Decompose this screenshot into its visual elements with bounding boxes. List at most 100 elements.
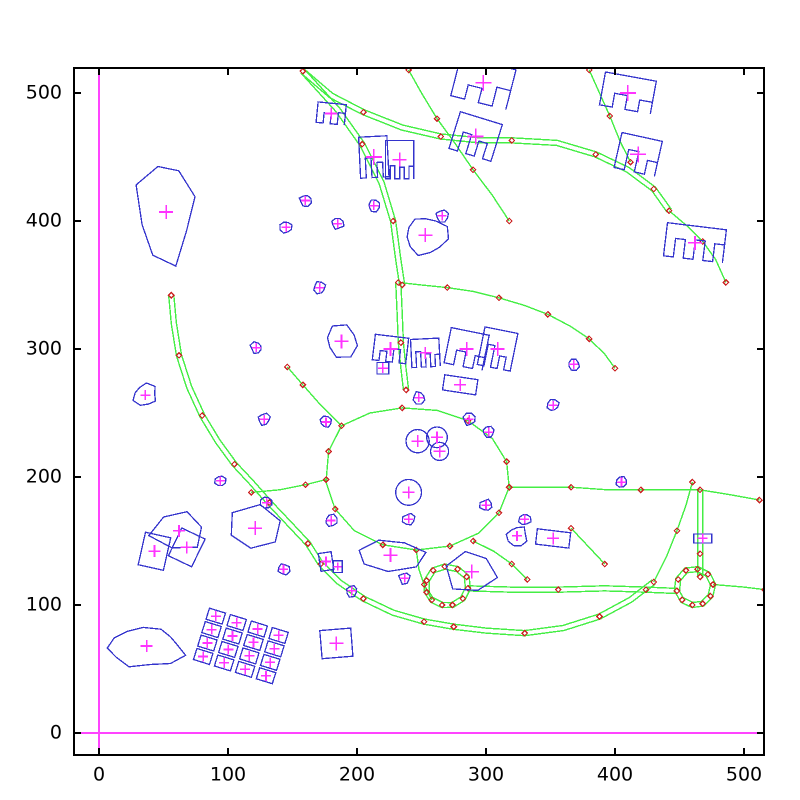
building-footprint: [357, 135, 390, 179]
road-node: [523, 575, 531, 583]
road-node: [448, 601, 457, 609]
building-footprint: [546, 398, 560, 412]
building-footprint: [412, 390, 426, 405]
road-node: [450, 623, 458, 631]
building-footprint: [332, 560, 343, 574]
road-node: [495, 509, 503, 517]
road-network-layer: [168, 69, 763, 637]
road-node: [650, 578, 658, 586]
road-node: [611, 364, 619, 372]
building-footprint: [401, 512, 416, 526]
road-node: [592, 150, 600, 158]
centroid-marker: [265, 657, 276, 668]
building-footprint: [313, 280, 327, 295]
road-node: [755, 496, 763, 504]
building-footprint: [409, 337, 441, 369]
y-tick-label: 100: [26, 594, 62, 616]
centroid-marker: [202, 638, 213, 649]
road-node: [595, 612, 604, 621]
road-node: [626, 158, 635, 166]
centroid-marker: [326, 516, 336, 526]
building-footprint: [384, 139, 415, 180]
building-footprint: [441, 374, 479, 396]
centroid-marker: [697, 533, 708, 544]
centroid-marker: [281, 222, 291, 232]
road-node: [688, 601, 696, 609]
road-centreline: [398, 281, 549, 316]
road-node: [704, 570, 712, 578]
centroid-marker: [334, 334, 349, 349]
axis-ticks: [74, 68, 764, 755]
centroid-marker: [223, 644, 234, 655]
centroid-marker: [252, 623, 263, 634]
building-footprint: [319, 627, 354, 660]
building-footprint: [479, 498, 493, 511]
building-footprint: [662, 221, 728, 263]
centroid-marker: [333, 219, 343, 229]
centroid-marker: [259, 414, 269, 424]
centroid-marker: [347, 586, 357, 596]
road-centreline: [673, 565, 717, 609]
building-footprint: [426, 426, 448, 449]
centroid-marker: [262, 498, 272, 508]
road-node: [544, 310, 552, 318]
building-footprint: [259, 653, 281, 672]
road-node: [299, 381, 307, 389]
road-centreline: [699, 489, 760, 501]
road-centreline: [428, 568, 467, 604]
road-node: [337, 422, 346, 430]
centroid-marker: [248, 521, 263, 536]
centroid-marker: [215, 476, 225, 486]
building-footprint: [598, 71, 658, 115]
centroid-marker: [180, 541, 193, 554]
zero-reference-lines: [75, 69, 763, 754]
centroid-marker: [475, 74, 492, 91]
road-node-layer: [167, 69, 763, 637]
road-node: [585, 335, 593, 343]
centroid-marker: [251, 343, 261, 353]
y-tick-label: 0: [50, 722, 62, 744]
road-node: [463, 573, 471, 581]
road-node: [464, 584, 472, 592]
building-footprint: [482, 425, 495, 439]
building-footprint: [279, 221, 293, 234]
building-footprint: [247, 620, 269, 638]
road-node: [420, 580, 428, 589]
building-footprint: [325, 513, 338, 528]
road-node: [709, 580, 717, 589]
road-centreline: [300, 72, 401, 286]
road-centreline: [467, 590, 677, 595]
building-footprint: [238, 647, 260, 665]
building-footprint: [221, 627, 244, 645]
y-tick-label: 300: [26, 338, 62, 360]
building-footprint: [217, 640, 239, 659]
centroid-marker: [325, 107, 338, 120]
plot-border: [73, 67, 765, 756]
building-footprint: [317, 550, 335, 573]
road-centreline: [570, 527, 606, 565]
centroid-marker: [430, 431, 443, 444]
centroid-marker: [172, 524, 185, 537]
centroid-marker: [321, 417, 331, 427]
centroid-marker: [383, 548, 398, 563]
road-centreline: [286, 366, 342, 427]
centroid-marker: [459, 342, 474, 356]
road-link-rb-rb: [467, 585, 678, 595]
building-footprint: [200, 620, 223, 639]
building-footprint: [147, 510, 203, 549]
building-footprint: [257, 412, 272, 427]
road-node: [359, 595, 367, 603]
axis-tick-labels: 0 100 200 300 400 500 0 100 200 300 400 500: [26, 82, 762, 786]
road-centreline: [653, 481, 694, 583]
x-tick-label: 0: [93, 764, 105, 786]
road-node: [359, 108, 367, 116]
building-footprint: [234, 660, 256, 679]
road-node: [437, 132, 445, 141]
centroid-marker: [140, 390, 151, 401]
road-node: [665, 207, 673, 215]
road-node: [358, 140, 366, 148]
road-centreline: [472, 540, 528, 580]
centroid-marker-layer: [140, 74, 708, 681]
